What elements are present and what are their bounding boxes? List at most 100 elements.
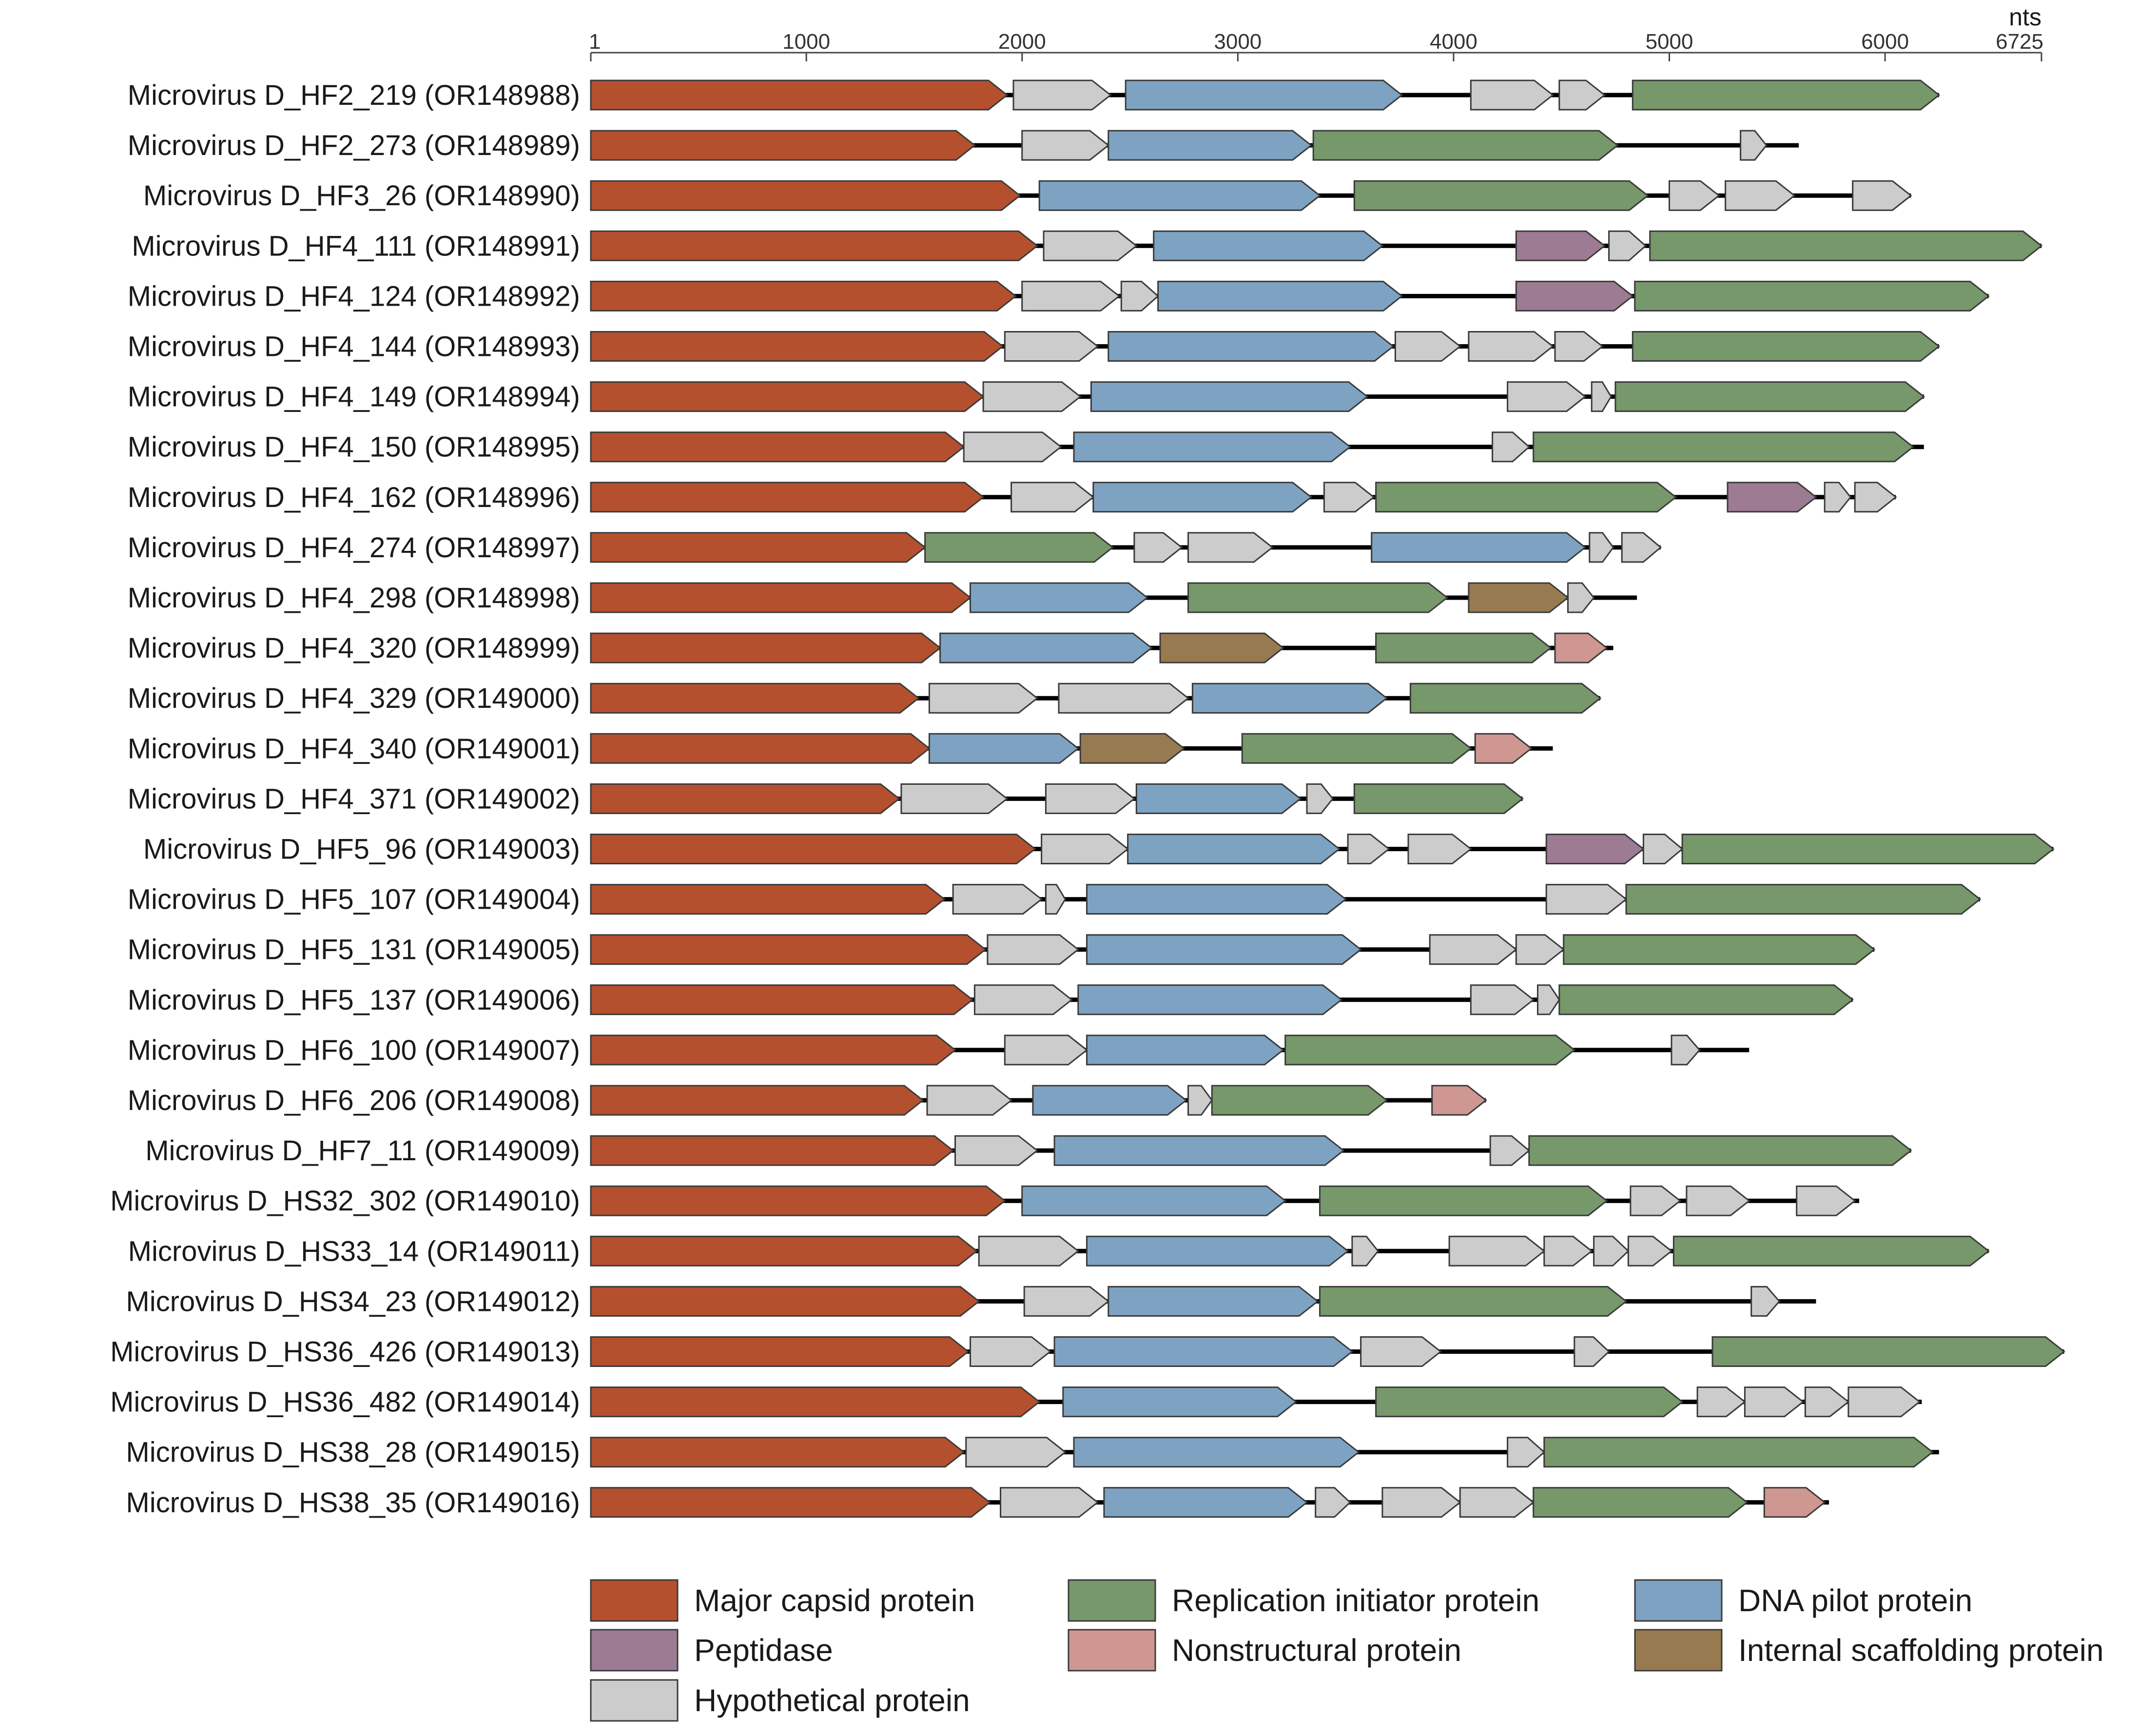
gene-arrow-hypothetical bbox=[1004, 331, 1099, 362]
gene-arrow-capsid bbox=[590, 532, 927, 563]
legend-swatch bbox=[1634, 1579, 1723, 1622]
genome-label: Microvirus D_HS38_28 (OR149015) bbox=[126, 1437, 580, 1468]
gene-arrow-hypothetical bbox=[1394, 331, 1461, 362]
gene-arrow-hypothetical bbox=[1381, 1487, 1461, 1518]
genome-label: Microvirus D_HS33_14 (OR149011) bbox=[128, 1235, 580, 1267]
gene-arrow-replication bbox=[1533, 431, 1915, 463]
genome-label: Microvirus D_HF5_96 (OR149003) bbox=[143, 834, 580, 865]
gene-arrow-pilot bbox=[1191, 683, 1388, 714]
genome-row: Microvirus D_HF5_96 (OR149003) bbox=[143, 834, 2055, 865]
gene-arrow-capsid bbox=[590, 1437, 965, 1468]
gene-arrow-replication bbox=[1528, 1135, 1912, 1166]
gene-arrow-hypothetical bbox=[952, 884, 1043, 915]
gene-arrow-hypothetical bbox=[900, 783, 1009, 814]
genome-row: Microvirus D_HF4_340 (OR149001) bbox=[128, 733, 1553, 764]
gene-arrow-pilot bbox=[1038, 180, 1321, 211]
gene-arrow-pilot bbox=[1127, 834, 1341, 864]
gene-arrow-hypothetical bbox=[1012, 79, 1112, 111]
gene-arrow-pilot bbox=[1153, 230, 1384, 261]
gene-arrow-hypothetical bbox=[1468, 331, 1554, 362]
gene-arrow-capsid bbox=[590, 582, 972, 613]
gene-arrow-hypothetical bbox=[1492, 431, 1531, 463]
gene-arrow-capsid bbox=[590, 984, 974, 1015]
gene-arrow-capsid bbox=[590, 130, 976, 161]
legend-swatch bbox=[1068, 1629, 1156, 1672]
genome-label: Microvirus D_HF4_144 (OR148993) bbox=[128, 331, 580, 363]
gene-arrow-hypothetical bbox=[1804, 1386, 1850, 1418]
gene-arrow-hypothetical bbox=[970, 1336, 1051, 1367]
genome-label: Microvirus D_HF4_298 (OR148998) bbox=[128, 582, 580, 614]
gene-arrow-capsid bbox=[590, 1336, 970, 1367]
gene-arrow-hypothetical bbox=[954, 1135, 1039, 1166]
gene-arrow-hypothetical bbox=[1306, 783, 1334, 814]
axis-tick-label: 3000 bbox=[1214, 30, 1262, 54]
gene-arrow-nonstructural bbox=[1554, 632, 1608, 663]
gene-arrow-hypothetical bbox=[1824, 482, 1852, 513]
gene-arrow-pilot bbox=[1062, 1386, 1298, 1418]
axis-tick-label: 4000 bbox=[1430, 30, 1477, 54]
gene-arrow-hypothetical bbox=[1671, 1034, 1701, 1066]
gene-arrow-hypothetical bbox=[1021, 130, 1110, 161]
scale-axis: nts 1 1000 2000 3000 4000 5000 6000 6725 bbox=[589, 3, 2043, 61]
genome-row: Microvirus D_HF4_329 (OR149000) bbox=[128, 683, 1602, 714]
gene-arrow-hypothetical bbox=[1554, 331, 1604, 362]
gene-arrow-pilot bbox=[1108, 130, 1313, 161]
genome-row: Microvirus D_HF5_107 (OR149004) bbox=[128, 884, 1982, 916]
gene-arrow-hypothetical bbox=[1686, 1185, 1750, 1216]
gene-arrow-hypothetical bbox=[1043, 230, 1138, 261]
gene-arrow-replication bbox=[1375, 1386, 1684, 1418]
gene-arrow-hypothetical bbox=[1347, 834, 1390, 864]
genome-label: Microvirus D_HF5_137 (OR149006) bbox=[128, 984, 580, 1016]
gene-arrow-hypothetical bbox=[1470, 79, 1554, 111]
gene-arrow-capsid bbox=[590, 331, 1004, 362]
genome-label: Microvirus D_HF6_206 (OR149008) bbox=[128, 1085, 580, 1116]
genome-row: Microvirus D_HS38_28 (OR149015) bbox=[126, 1437, 1939, 1468]
gene-arrow-replication bbox=[1672, 1235, 1990, 1267]
genome-label: Microvirus D_HF2_273 (OR148989) bbox=[128, 130, 580, 161]
gene-arrow-capsid bbox=[590, 1034, 956, 1066]
legend-swatch bbox=[590, 1679, 679, 1722]
legend-item-pilot: DNA pilot protein bbox=[1634, 1579, 1972, 1622]
gene-arrow-hypothetical bbox=[1558, 79, 1606, 111]
gene-arrow-hypothetical bbox=[1041, 834, 1129, 864]
gene-arrow-hypothetical bbox=[1045, 884, 1067, 915]
gene-arrow-pilot bbox=[1086, 1034, 1284, 1066]
gene-arrow-hypothetical bbox=[987, 934, 1080, 965]
gene-arrow-peptidase bbox=[1515, 280, 1634, 312]
genome-row: Microvirus D_HF4_144 (OR148993) bbox=[128, 331, 1941, 363]
gene-arrow-pilot bbox=[1086, 934, 1362, 965]
gene-arrow-pilot bbox=[928, 733, 1080, 764]
gene-arrow-capsid bbox=[590, 280, 1017, 312]
genome-row: Microvirus D_HS33_14 (OR149011) bbox=[128, 1235, 1990, 1267]
legend-item-scaffold: Internal scaffolding protein bbox=[1634, 1629, 2104, 1672]
gene-arrow-hypothetical bbox=[1448, 1235, 1546, 1267]
gene-arrow-capsid bbox=[590, 381, 985, 412]
gene-arrow-hypothetical bbox=[1429, 934, 1517, 965]
gene-arrow-nonstructural bbox=[1763, 1487, 1826, 1518]
genome-row: Microvirus D_HF5_131 (OR149005) bbox=[128, 934, 1876, 966]
gene-arrow-replication bbox=[1319, 1185, 1608, 1216]
gene-arrow-hypothetical bbox=[982, 381, 1082, 412]
gene-arrow-hypothetical bbox=[965, 1437, 1067, 1468]
axis-tick-label: 6725 bbox=[1996, 30, 2043, 54]
gene-arrow-replication bbox=[1649, 230, 2043, 261]
genome-row: Microvirus D_HF7_11 (OR149009) bbox=[145, 1135, 1912, 1167]
gene-arrow-replication bbox=[1187, 582, 1449, 613]
gene-arrow-hypothetical bbox=[1120, 280, 1159, 312]
gene-arrow-scaffold bbox=[1079, 733, 1186, 764]
gene-arrow-replication bbox=[1634, 280, 1990, 312]
genome-rows: Microvirus D_HF2_219 (OR148988) Microviru… bbox=[110, 79, 2065, 1519]
genome-label: Microvirus D_HF5_131 (OR149005) bbox=[128, 934, 580, 966]
gene-arrow-hypothetical bbox=[1740, 130, 1768, 161]
gene-arrow-hypothetical bbox=[1489, 1135, 1531, 1166]
gene-arrow-capsid bbox=[590, 1085, 924, 1116]
legend-label: DNA pilot protein bbox=[1738, 1583, 1972, 1618]
gene-arrow-pilot bbox=[1157, 280, 1403, 312]
genome-label: Microvirus D_HS34_23 (OR149012) bbox=[126, 1286, 580, 1317]
gene-arrow-hypothetical bbox=[1507, 1437, 1546, 1468]
gene-arrow-pilot bbox=[1086, 1235, 1349, 1267]
gene-arrow-hypothetical bbox=[1058, 683, 1189, 714]
gene-arrow-hypothetical bbox=[928, 683, 1039, 714]
gene-arrow-scaffold bbox=[1159, 632, 1284, 663]
genome-row: Microvirus D_HF3_26 (OR148990) bbox=[143, 180, 1912, 212]
